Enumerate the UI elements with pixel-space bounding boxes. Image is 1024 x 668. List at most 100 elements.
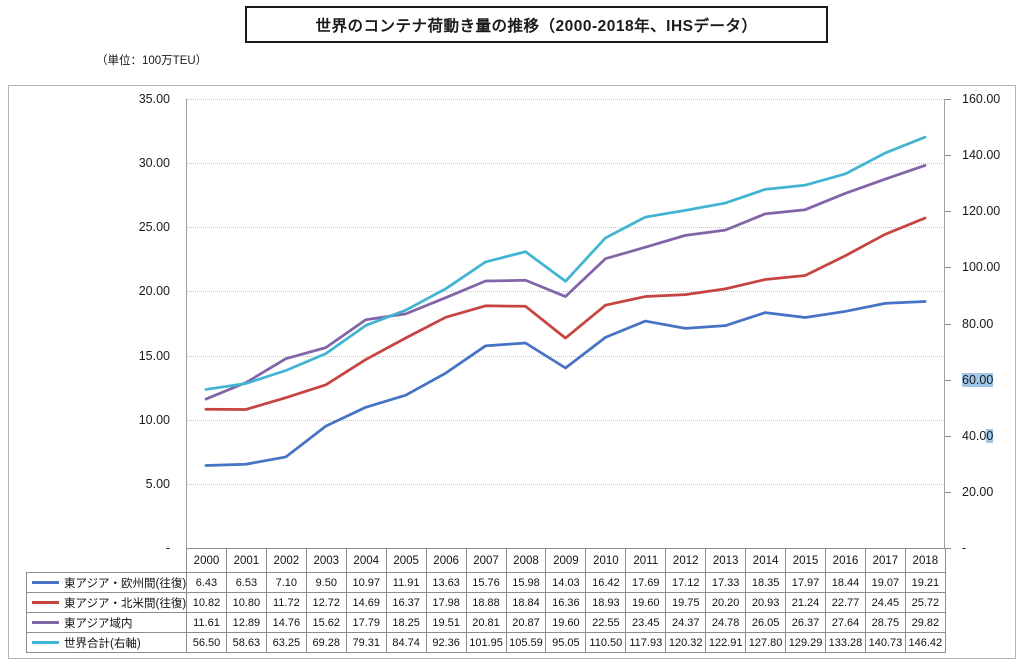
value-cell: 127.80 xyxy=(745,632,787,653)
value-cell: 120.32 xyxy=(665,632,707,653)
table-header-row: 2000 2001 2002 2003 2004 2005 2006 2007 2008 2009… xyxy=(27,548,946,573)
series-line xyxy=(204,300,927,467)
value-cell: 19.60 xyxy=(625,592,667,613)
value-cell: 105.59 xyxy=(505,632,547,653)
value-cell: 12.89 xyxy=(225,612,267,633)
left-axis-label: 25.00 xyxy=(138,220,170,235)
data-table: 2000 2001 2002 2003 2004 2005 2006 2007 2008 2009… xyxy=(26,548,946,653)
value-cell: 23.45 xyxy=(625,612,667,633)
right-axis-tick xyxy=(945,155,951,157)
right-axis-label: 160.00 xyxy=(962,92,1001,106)
value-cell: 10.97 xyxy=(345,572,387,593)
unit-label: （単位：100万TEU） xyxy=(96,55,208,67)
table-row: 東アジア域内 11.61 12.89 14.76 15.62 17.79 18.25 19.5… xyxy=(26,612,946,633)
value-cell: 17.12 xyxy=(665,572,707,593)
legend-entry: 東アジア・北米間(往復) xyxy=(28,595,186,611)
right-axis-tick xyxy=(945,435,951,437)
value-cell: 56.50 xyxy=(186,632,227,653)
legend-blank-cell xyxy=(27,549,187,573)
value-cell: 17.97 xyxy=(785,572,826,593)
right-axis-tick xyxy=(945,211,951,213)
legend-entry: 東アジア・欧州間(往復) xyxy=(28,575,187,591)
year-header-cell: 2007 xyxy=(465,548,507,573)
legend-cell: 東アジア域内 xyxy=(26,612,187,633)
value-cell: 16.36 xyxy=(545,592,587,613)
value-cell: 17.98 xyxy=(425,592,467,613)
year-header-cell: 2009 xyxy=(545,548,587,573)
legend-label: 東アジア域内 xyxy=(64,617,133,630)
year-header-cell: 2018 xyxy=(904,548,946,573)
gridline xyxy=(187,355,944,357)
right-axis-tick xyxy=(945,379,951,381)
value-cell: 95.05 xyxy=(545,632,587,653)
value-cell: 20.20 xyxy=(705,592,747,613)
value-cell: 133.28 xyxy=(825,632,866,653)
value-cell: 15.62 xyxy=(305,612,347,633)
value-cell: 10.80 xyxy=(225,592,267,613)
value-cell: 21.24 xyxy=(785,592,826,613)
left-axis-label: 5.00 xyxy=(145,476,170,491)
value-cell: 14.03 xyxy=(545,572,587,593)
right-axis-tick xyxy=(945,323,951,325)
value-cell: 110.50 xyxy=(585,632,627,653)
value-cell: 16.37 xyxy=(385,592,427,613)
value-cell: 15.98 xyxy=(505,572,547,593)
series-line xyxy=(204,135,927,391)
value-cell: 18.25 xyxy=(385,612,427,633)
series-line xyxy=(204,164,927,401)
legend-label: 東アジア・欧州間(往復) xyxy=(64,577,187,590)
value-cell: 26.37 xyxy=(785,612,826,633)
value-cell: 12.72 xyxy=(305,592,347,613)
right-axis-label: 60.00 xyxy=(962,372,994,388)
gridline xyxy=(187,227,944,229)
value-cell: 14.69 xyxy=(345,592,387,613)
value-cell: 24.78 xyxy=(705,612,747,633)
highlighted-text: 0 xyxy=(986,428,994,443)
table-row: 東アジア・北米間(往復) 10.82 10.80 11.72 12.72 14.69 16.… xyxy=(26,592,946,613)
value-cell: 20.87 xyxy=(505,612,547,633)
chart-title-box: 世界のコンテナ荷動き量の推移（2000-2018年、IHSデータ） xyxy=(245,6,828,43)
value-cell: 20.93 xyxy=(745,592,787,613)
value-cell: 79.31 xyxy=(345,632,387,653)
year-header-cell: 2004 xyxy=(345,548,387,573)
year-header-cell: 2008 xyxy=(505,548,547,573)
right-axis-label: 100.00 xyxy=(962,260,1001,275)
value-cell: 9.50 xyxy=(305,572,347,593)
value-cell: 22.77 xyxy=(825,592,866,613)
legend-entry: 世界合計(右軸) xyxy=(28,635,186,651)
value-cell: 19.07 xyxy=(864,572,906,593)
year-header-cell: 2001 xyxy=(225,548,267,573)
value-cell: 19.75 xyxy=(665,592,707,613)
gridline xyxy=(187,419,944,421)
table-row: 東アジア・欧州間(往復) 6.43 6.53 7.10 9.50 10.97 11.91 13… xyxy=(26,572,946,593)
legend-cell: 世界合計(右軸) xyxy=(26,632,187,653)
value-cell: 13.63 xyxy=(425,572,467,593)
right-axis-tick xyxy=(945,548,951,549)
left-axis-label: 30.00 xyxy=(138,156,170,171)
year-header-cell: 2000 xyxy=(186,548,227,573)
value-cell: 14.76 xyxy=(265,612,307,633)
year-header-cell: 2017 xyxy=(864,548,906,573)
year-header-cell: 2010 xyxy=(585,548,627,573)
left-axis-label: 15.00 xyxy=(138,348,170,363)
legend-line-swatch xyxy=(32,621,59,624)
value-cell: 69.28 xyxy=(305,632,347,653)
value-cell: 101.95 xyxy=(465,632,507,653)
value-cell: 29.82 xyxy=(904,612,946,633)
value-cell: 10.82 xyxy=(186,592,227,613)
value-cell: 20.81 xyxy=(465,612,507,633)
value-cell: 19.60 xyxy=(545,612,587,633)
value-cell: 6.53 xyxy=(225,572,267,593)
value-cell: 11.72 xyxy=(265,592,307,613)
year-header-cell: 2013 xyxy=(705,548,747,573)
year-header-cell: 2002 xyxy=(265,548,307,573)
legend-entry: 東アジア域内 xyxy=(28,615,186,631)
year-header-cell: 2005 xyxy=(385,548,427,573)
legend-line-swatch xyxy=(32,641,59,644)
year-header-cell: 2011 xyxy=(625,548,667,573)
value-cell: 28.75 xyxy=(864,612,906,633)
value-cell: 129.29 xyxy=(785,632,826,653)
value-cell: 117.93 xyxy=(625,632,667,653)
value-cell: 22.55 xyxy=(585,612,627,633)
